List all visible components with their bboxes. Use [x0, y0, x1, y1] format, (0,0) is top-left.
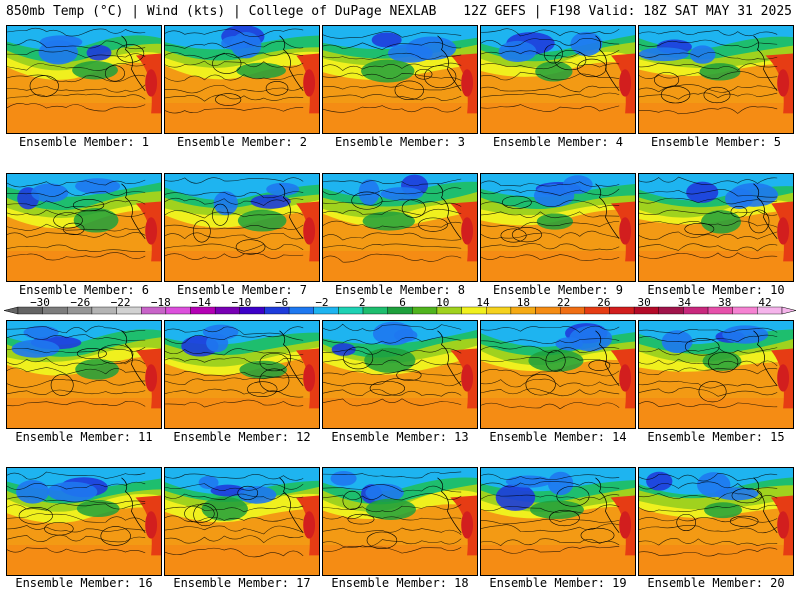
temperature-wind-map — [165, 468, 319, 575]
ensemble-map-panel — [322, 25, 478, 134]
temperature-wind-map — [7, 468, 161, 575]
ensemble-member-label: Ensemble Member: 1 — [18, 135, 150, 149]
ensemble-member-label: Ensemble Member: 7 — [176, 283, 308, 297]
ensemble-member-label: Ensemble Member: 11 — [15, 430, 153, 444]
colorbar-tick-label: 6 — [399, 296, 406, 309]
ensemble-map-panel — [164, 467, 320, 576]
temperature-wind-map — [165, 174, 319, 281]
ensemble-member-label: Ensemble Member: 6 — [18, 283, 150, 297]
colorbar-tick-label: 38 — [718, 296, 731, 309]
colorbar-tick-label: 42 — [758, 296, 771, 309]
ensemble-member-label: Ensemble Member: 16 — [15, 576, 153, 590]
temperature-wind-map — [323, 26, 477, 133]
colorbar-tick-label: 18 — [517, 296, 530, 309]
colorbar-segment — [609, 306, 635, 315]
colorbar-tick-label: 26 — [597, 296, 610, 309]
colorbar-segment — [486, 306, 512, 315]
temperature-wind-map — [481, 174, 635, 281]
ensemble-member-label: Ensemble Member: 8 — [334, 283, 466, 297]
ensemble-map-panel — [6, 173, 162, 282]
colorbar-tick-label: 14 — [476, 296, 490, 309]
colorbar-segment — [732, 306, 758, 315]
map-title: 850mb Temp (°C) | Wind (kts) | College o… — [6, 4, 437, 19]
colorbar-tick-label: 34 — [678, 296, 692, 309]
colorbar-tick-label: 30 — [638, 296, 651, 309]
ensemble-member-label: Ensemble Member: 4 — [492, 135, 624, 149]
colorbar-tick-label: −14 — [191, 296, 211, 309]
ensemble-map-panel — [480, 320, 636, 429]
ensemble-map-panel — [322, 320, 478, 429]
temperature-wind-map — [323, 321, 477, 428]
colorbar-tick-label: 22 — [557, 296, 570, 309]
ensemble-map-panel — [164, 25, 320, 134]
colorbar-tick-label: −18 — [151, 296, 171, 309]
temperature-wind-map — [639, 26, 793, 133]
temperature-wind-map — [481, 321, 635, 428]
temperature-wind-map — [165, 321, 319, 428]
temperature-wind-map — [7, 26, 161, 133]
colorbar-segment — [412, 306, 438, 315]
ensemble-map-panel — [322, 173, 478, 282]
colorbar-tick-label: −6 — [275, 296, 288, 309]
ensemble-map-panel — [6, 320, 162, 429]
temperature-wind-map — [481, 468, 635, 575]
temperature-wind-map — [481, 26, 635, 133]
ensemble-map-panel — [638, 25, 794, 134]
ensemble-member-label: Ensemble Member: 17 — [173, 576, 311, 590]
colorbar-tick-label: 2 — [359, 296, 366, 309]
ensemble-member-label: Ensemble Member: 9 — [492, 283, 624, 297]
ensemble-map-panel — [164, 320, 320, 429]
colorbar-tick-label: −10 — [231, 296, 251, 309]
ensemble-member-label: Ensemble Member: 18 — [331, 576, 469, 590]
temperature-colorbar: −30 −26 −22 −18 −14 −10 −6 −2 2 6 10 14 18 22 26 30 34 38… — [3, 296, 797, 315]
ensemble-map-panel — [638, 467, 794, 576]
temperature-wind-map — [323, 174, 477, 281]
ensemble-map-panel — [6, 25, 162, 134]
ensemble-map-panel — [638, 173, 794, 282]
ensemble-member-label: Ensemble Member: 5 — [650, 135, 782, 149]
ensemble-map-panel — [322, 467, 478, 576]
ensemble-map-panel — [480, 25, 636, 134]
colorbar-tick-label: −22 — [111, 296, 131, 309]
colorbar-tick-label: 10 — [436, 296, 449, 309]
temperature-wind-map — [639, 174, 793, 281]
ensemble-member-label: Ensemble Member: 10 — [647, 283, 785, 297]
ensemble-member-label: Ensemble Member: 20 — [647, 576, 785, 590]
ensemble-map-panel — [638, 320, 794, 429]
ensemble-member-label: Ensemble Member: 13 — [331, 430, 469, 444]
ensemble-member-label: Ensemble Member: 12 — [173, 430, 311, 444]
colorbar-tick-label: −30 — [30, 296, 50, 309]
run-valid-time: 12Z GEFS | F198 Valid: 18Z SAT MAY 31 20… — [463, 4, 792, 19]
colorbar-segment — [362, 306, 388, 315]
ensemble-member-label: Ensemble Member: 15 — [647, 430, 785, 444]
colorbar-tick-label: −2 — [315, 296, 328, 309]
ensemble-map-panel — [6, 467, 162, 576]
ensemble-map-panel — [480, 467, 636, 576]
ensemble-map-panel — [480, 173, 636, 282]
ensemble-map-panel — [164, 173, 320, 282]
colorbar-segment — [288, 306, 314, 315]
ensemble-member-label: Ensemble Member: 14 — [489, 430, 627, 444]
temperature-wind-map — [165, 26, 319, 133]
temperature-wind-map — [7, 321, 161, 428]
ensemble-member-label: Ensemble Member: 2 — [176, 135, 308, 149]
temperature-wind-map — [639, 321, 793, 428]
colorbar-left-arrow — [3, 306, 19, 315]
temperature-wind-map — [323, 468, 477, 575]
temperature-wind-map — [639, 468, 793, 575]
temperature-wind-map — [7, 174, 161, 281]
colorbar-tick-label: −26 — [70, 296, 90, 309]
colorbar-right-arrow — [781, 306, 797, 315]
ensemble-member-label: Ensemble Member: 3 — [334, 135, 466, 149]
ensemble-member-label: Ensemble Member: 19 — [489, 576, 627, 590]
